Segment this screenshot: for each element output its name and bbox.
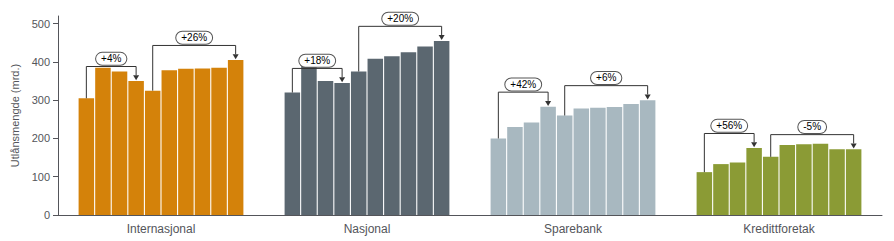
svg-text:+20%: +20% bbox=[387, 13, 413, 24]
svg-text:Sparebank: Sparebank bbox=[544, 222, 603, 236]
svg-text:Internasjonal: Internasjonal bbox=[127, 222, 196, 236]
svg-text:500: 500 bbox=[32, 18, 50, 30]
svg-text:Kredittforetak: Kredittforetak bbox=[743, 222, 815, 236]
svg-text:Utlånsmengde (mrd.): Utlånsmengde (mrd.) bbox=[9, 64, 21, 167]
svg-text:+18%: +18% bbox=[304, 55, 330, 66]
svg-text:+26%: +26% bbox=[181, 32, 207, 43]
svg-text:+42%: +42% bbox=[510, 79, 536, 90]
svg-text:200: 200 bbox=[32, 132, 50, 144]
svg-text:0: 0 bbox=[44, 209, 50, 221]
svg-text:+6%: +6% bbox=[596, 72, 616, 83]
svg-text:-5%: -5% bbox=[803, 121, 821, 132]
svg-text:300: 300 bbox=[32, 94, 50, 106]
svg-text:Nasjonal: Nasjonal bbox=[344, 222, 391, 236]
svg-text:400: 400 bbox=[32, 56, 50, 68]
svg-text:100: 100 bbox=[32, 171, 50, 183]
svg-text:+56%: +56% bbox=[716, 120, 742, 131]
svg-text:+4%: +4% bbox=[101, 53, 121, 64]
